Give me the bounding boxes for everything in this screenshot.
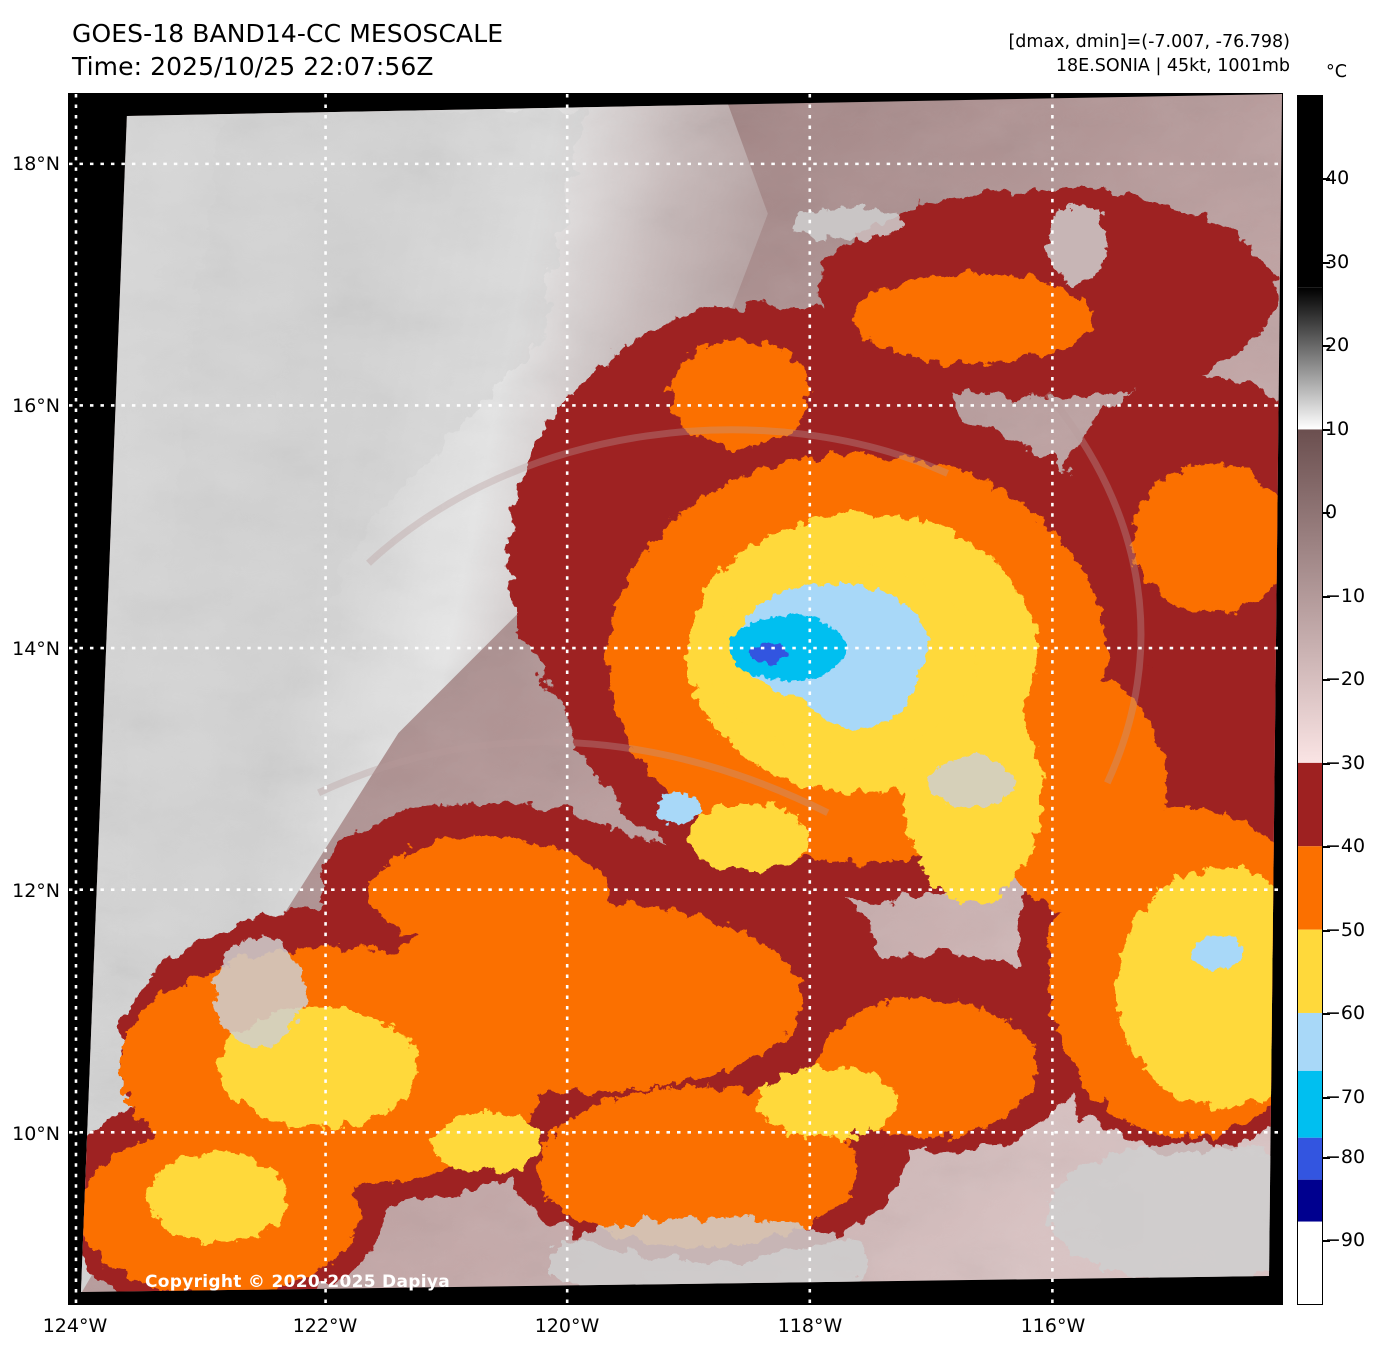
storm-info-label: 18E.SONIA | 45kt, 1001mb (1055, 56, 1290, 77)
secondary-cold-top-east (1191, 935, 1244, 970)
colorbar-tick-m80: −80 (1325, 1146, 1366, 1168)
copyright-label: Copyright © 2020-2025 Dapiya (145, 1272, 450, 1292)
x-axis-label-120W: 120°W (534, 1315, 600, 1337)
colorbar-tick-m30: −30 (1325, 752, 1366, 774)
x-axis-label-118W: 118°W (777, 1315, 843, 1337)
dminmax-label: [dmax, dmin]=(-7.007, -76.798) (1008, 32, 1290, 52)
colorbar-tick-m40: −40 (1325, 835, 1366, 857)
y-axis-label-18N: 18°N (12, 153, 60, 175)
timestamp-label: Time: 2025/10/25 22:07:56Z (72, 51, 434, 81)
storm-eye-core (707, 563, 978, 753)
metadata-block: [dmax, dmin]=(-7.007, -76.798) 18E.SONIA… (1008, 30, 1290, 78)
colorbar-tick-m20: −20 (1325, 668, 1366, 690)
x-axis-label-116W: 116°W (1020, 1315, 1086, 1337)
y-axis-label-16N: 16°N (12, 395, 60, 417)
y-axis-label-14N: 14°N (12, 638, 60, 660)
colorbar-tick-40: 40 (1325, 167, 1350, 189)
y-axis-label-10N: 10°N (12, 1123, 60, 1145)
colorbar-unit-label: °C (1326, 62, 1347, 82)
colorbar-gradient (1298, 96, 1322, 1304)
title-block: GOES-18 BAND14-CC MESOSCALE Time: 2025/1… (72, 18, 503, 83)
colorbar-tick-30: 30 (1325, 251, 1350, 273)
satellite-image-plot: Copyright © 2020-2025 Dapiya (68, 93, 1283, 1305)
satellite-imagery-canvas (69, 94, 1282, 1304)
page-title: GOES-18 BAND14-CC MESOSCALE (72, 19, 504, 48)
map-gridlines (69, 94, 1282, 1304)
colorbar-tick-m50: −50 (1325, 919, 1366, 941)
colorbar-tick-0: 0 (1325, 501, 1338, 523)
x-axis-label-122W: 122°W (292, 1315, 358, 1337)
secondary-cold-top-southwest (656, 791, 700, 824)
colorbar-tick-10: 10 (1325, 418, 1350, 440)
y-axis-label-12N: 12°N (12, 880, 60, 902)
colorbar-tick-20: 20 (1325, 334, 1350, 356)
colorbar-tick-m70: −70 (1325, 1086, 1366, 1108)
temperature-colorbar (1297, 95, 1323, 1305)
colorbar-tick-m10: −10 (1325, 585, 1366, 607)
satellite-swath (80, 94, 1282, 1293)
colorbar-tick-m60: −60 (1325, 1002, 1366, 1024)
spiral-bands (317, 391, 1145, 816)
x-axis-label-124W: 124°W (42, 1315, 108, 1337)
colorbar-tick-m90: −90 (1325, 1229, 1366, 1251)
